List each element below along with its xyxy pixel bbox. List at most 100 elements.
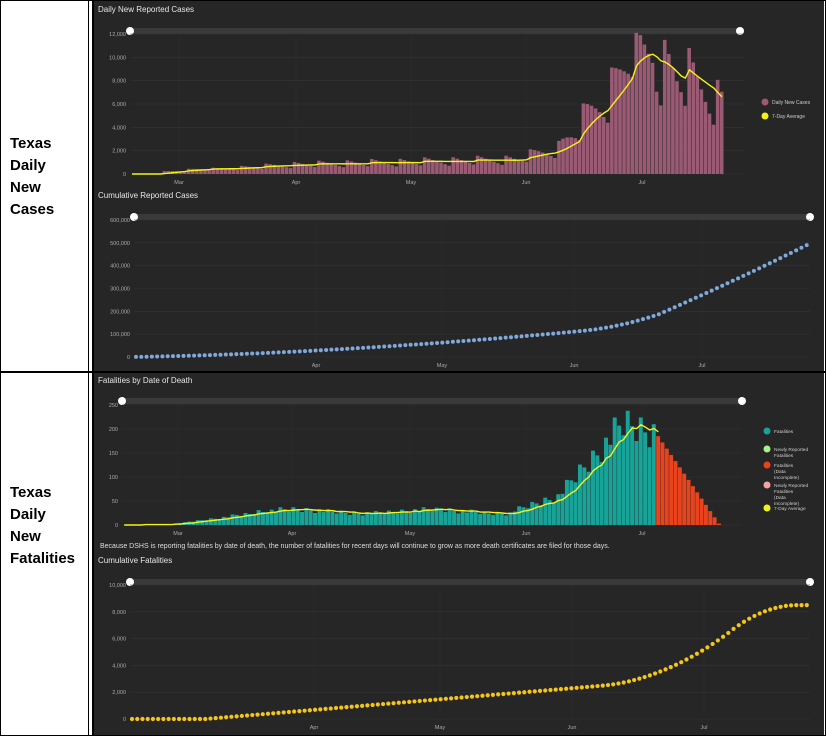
bar xyxy=(278,507,283,525)
data-point xyxy=(472,338,476,343)
legend-label: Newly Reported xyxy=(774,483,808,489)
data-point xyxy=(276,350,281,355)
data-point xyxy=(376,344,381,349)
x-tick-label: Jun xyxy=(568,725,577,731)
data-point xyxy=(527,689,532,694)
bar xyxy=(357,163,362,174)
data-point xyxy=(456,339,461,344)
bar xyxy=(296,162,301,174)
row-divider xyxy=(0,371,826,373)
data-point xyxy=(424,341,429,346)
bar xyxy=(599,462,604,525)
bar xyxy=(614,68,618,174)
cumulative-cases-chart: Cumulative Reported Cases 0 100,000 200,000… xyxy=(98,191,814,369)
data-point xyxy=(213,352,218,357)
data-point xyxy=(370,702,375,708)
data-point xyxy=(616,681,621,686)
bar xyxy=(235,170,240,174)
data-point xyxy=(693,295,698,300)
data-point xyxy=(726,630,731,636)
bar xyxy=(638,417,643,525)
data-point xyxy=(516,690,522,695)
bar xyxy=(404,511,409,525)
data-point xyxy=(508,335,513,340)
bar-incomplete xyxy=(695,492,700,525)
range-slider-handle-left xyxy=(126,578,134,586)
bar xyxy=(343,513,348,525)
bar xyxy=(634,441,639,525)
data-point xyxy=(361,345,366,350)
data-point xyxy=(156,716,161,722)
bar xyxy=(451,157,455,174)
data-point xyxy=(778,256,783,261)
data-point xyxy=(354,704,360,709)
bar xyxy=(292,161,297,174)
data-point xyxy=(637,676,642,681)
data-point xyxy=(482,337,487,342)
column-divider-inner xyxy=(92,0,94,736)
data-point xyxy=(741,619,747,624)
bar xyxy=(219,168,224,174)
bar xyxy=(540,152,545,174)
x-tick-label: Jul xyxy=(700,725,707,731)
bar xyxy=(247,166,252,174)
bar xyxy=(630,76,634,174)
bar xyxy=(252,167,256,174)
y-tick-label: 0 xyxy=(115,523,118,529)
data-point xyxy=(658,669,663,674)
bar xyxy=(528,149,533,174)
data-point xyxy=(312,707,318,712)
data-point xyxy=(704,291,709,296)
data-point xyxy=(614,323,619,328)
bar xyxy=(475,155,480,174)
bar xyxy=(543,497,548,525)
y-tick-label: 200 xyxy=(109,427,118,433)
bar xyxy=(203,169,207,174)
data-point xyxy=(641,317,645,322)
bar xyxy=(585,104,590,174)
bar xyxy=(711,124,716,174)
bar xyxy=(402,160,407,174)
data-point xyxy=(783,253,788,258)
data-point xyxy=(239,713,244,719)
bar xyxy=(378,161,382,174)
bar xyxy=(260,168,264,174)
data-point xyxy=(218,715,224,720)
data-point xyxy=(569,686,574,691)
data-point xyxy=(438,697,443,702)
chart-title: Cumulative Reported Cases xyxy=(98,191,198,200)
bar xyxy=(378,512,383,525)
bar xyxy=(504,515,509,525)
bar-incomplete xyxy=(656,436,661,525)
bar xyxy=(269,509,274,525)
legend-label: (Data xyxy=(774,495,786,501)
data-point xyxy=(619,322,624,327)
bar xyxy=(492,161,496,174)
data-point xyxy=(477,337,482,342)
bar xyxy=(504,155,508,174)
bar xyxy=(455,158,460,174)
data-point xyxy=(604,325,609,330)
data-point xyxy=(223,352,228,357)
data-point xyxy=(350,346,355,351)
data-point xyxy=(297,349,302,354)
bar xyxy=(561,138,565,174)
data-point xyxy=(324,347,329,352)
column-divider xyxy=(88,0,89,736)
bar xyxy=(330,511,335,525)
data-point xyxy=(804,603,809,608)
bar xyxy=(386,510,391,525)
data-point xyxy=(652,671,658,676)
data-point xyxy=(286,709,292,715)
data-point xyxy=(140,716,145,722)
data-point xyxy=(736,276,741,281)
bar xyxy=(459,160,464,174)
data-point xyxy=(203,716,208,722)
bar xyxy=(268,164,272,174)
bar xyxy=(687,48,691,174)
bar xyxy=(447,165,451,174)
data-point xyxy=(537,688,543,694)
bar-incomplete xyxy=(682,473,687,525)
data-point xyxy=(382,344,387,349)
data-point xyxy=(401,700,407,705)
